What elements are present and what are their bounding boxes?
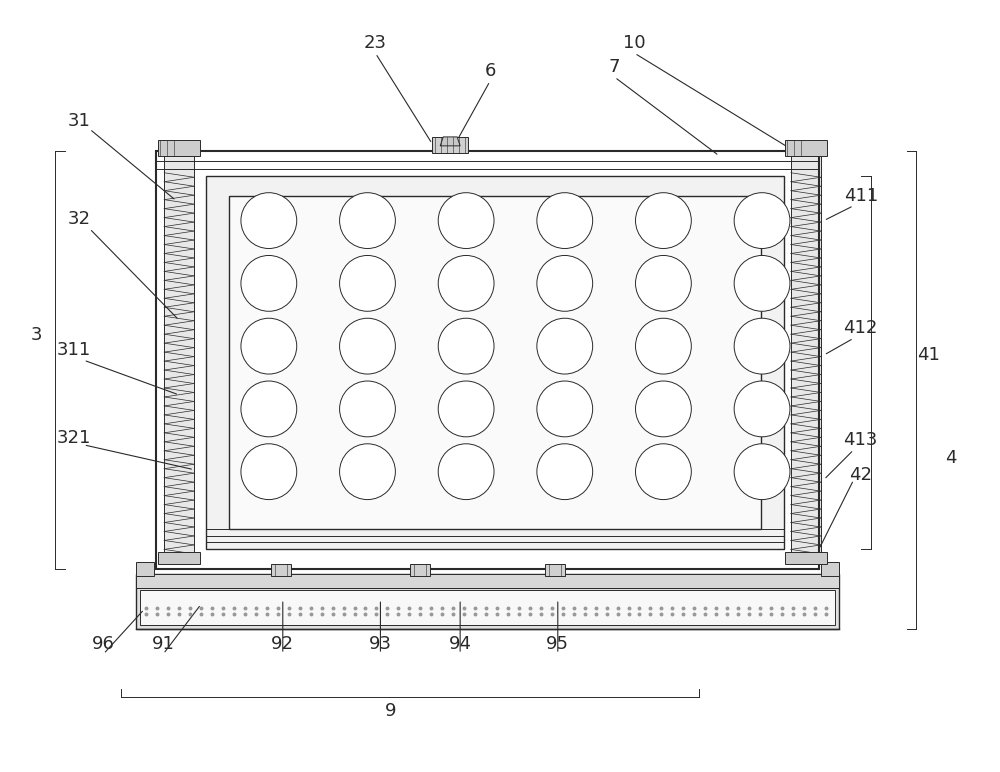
Bar <box>206 176 784 550</box>
Ellipse shape <box>636 381 691 437</box>
Text: 92: 92 <box>271 635 294 653</box>
Ellipse shape <box>340 318 395 374</box>
Text: 32: 32 <box>68 210 91 228</box>
Ellipse shape <box>537 444 593 499</box>
Polygon shape <box>440 137 460 146</box>
Text: 23: 23 <box>364 34 387 52</box>
Text: 9: 9 <box>385 702 396 720</box>
Bar <box>785 140 827 156</box>
Ellipse shape <box>438 193 494 249</box>
Ellipse shape <box>241 381 297 437</box>
Text: 411: 411 <box>844 187 878 205</box>
Text: 413: 413 <box>844 431 878 449</box>
Ellipse shape <box>438 381 494 437</box>
Ellipse shape <box>241 256 297 311</box>
Text: 93: 93 <box>369 635 392 653</box>
Bar <box>136 562 154 577</box>
Text: 96: 96 <box>92 635 115 653</box>
Bar <box>164 156 194 564</box>
Ellipse shape <box>636 193 691 249</box>
Ellipse shape <box>438 444 494 499</box>
Bar <box>158 553 200 564</box>
Ellipse shape <box>537 256 593 311</box>
Bar <box>785 553 827 564</box>
Ellipse shape <box>241 318 297 374</box>
Ellipse shape <box>734 318 790 374</box>
Bar <box>545 564 565 577</box>
Text: 321: 321 <box>56 428 91 447</box>
Text: 3: 3 <box>31 327 42 344</box>
Text: 7: 7 <box>609 58 620 76</box>
Ellipse shape <box>340 381 395 437</box>
Ellipse shape <box>438 256 494 311</box>
Ellipse shape <box>734 444 790 499</box>
Bar <box>158 140 200 156</box>
Ellipse shape <box>734 381 790 437</box>
Text: 41: 41 <box>917 346 940 364</box>
Ellipse shape <box>241 193 297 249</box>
Bar <box>410 564 430 577</box>
Bar <box>821 562 839 577</box>
Text: 311: 311 <box>56 341 91 359</box>
Ellipse shape <box>537 318 593 374</box>
Text: 412: 412 <box>844 319 878 337</box>
Ellipse shape <box>340 193 395 249</box>
Ellipse shape <box>438 318 494 374</box>
Ellipse shape <box>537 381 593 437</box>
Text: 42: 42 <box>849 466 872 484</box>
Text: 10: 10 <box>623 34 646 52</box>
Ellipse shape <box>636 256 691 311</box>
Bar <box>136 574 839 629</box>
Text: 4: 4 <box>945 449 956 467</box>
Ellipse shape <box>636 318 691 374</box>
Bar <box>156 151 819 569</box>
Text: 94: 94 <box>449 635 472 653</box>
Text: 31: 31 <box>68 112 91 130</box>
Ellipse shape <box>734 193 790 249</box>
Text: 6: 6 <box>484 62 496 80</box>
Ellipse shape <box>734 256 790 311</box>
Ellipse shape <box>537 193 593 249</box>
Bar <box>136 574 839 588</box>
Bar <box>140 591 835 625</box>
Ellipse shape <box>340 256 395 311</box>
Ellipse shape <box>241 444 297 499</box>
Bar <box>791 156 821 564</box>
Ellipse shape <box>636 444 691 499</box>
Bar <box>432 137 468 153</box>
Ellipse shape <box>340 444 395 499</box>
Text: 95: 95 <box>546 635 569 653</box>
Bar <box>271 564 291 577</box>
Text: 91: 91 <box>152 635 175 653</box>
Bar <box>229 195 761 530</box>
